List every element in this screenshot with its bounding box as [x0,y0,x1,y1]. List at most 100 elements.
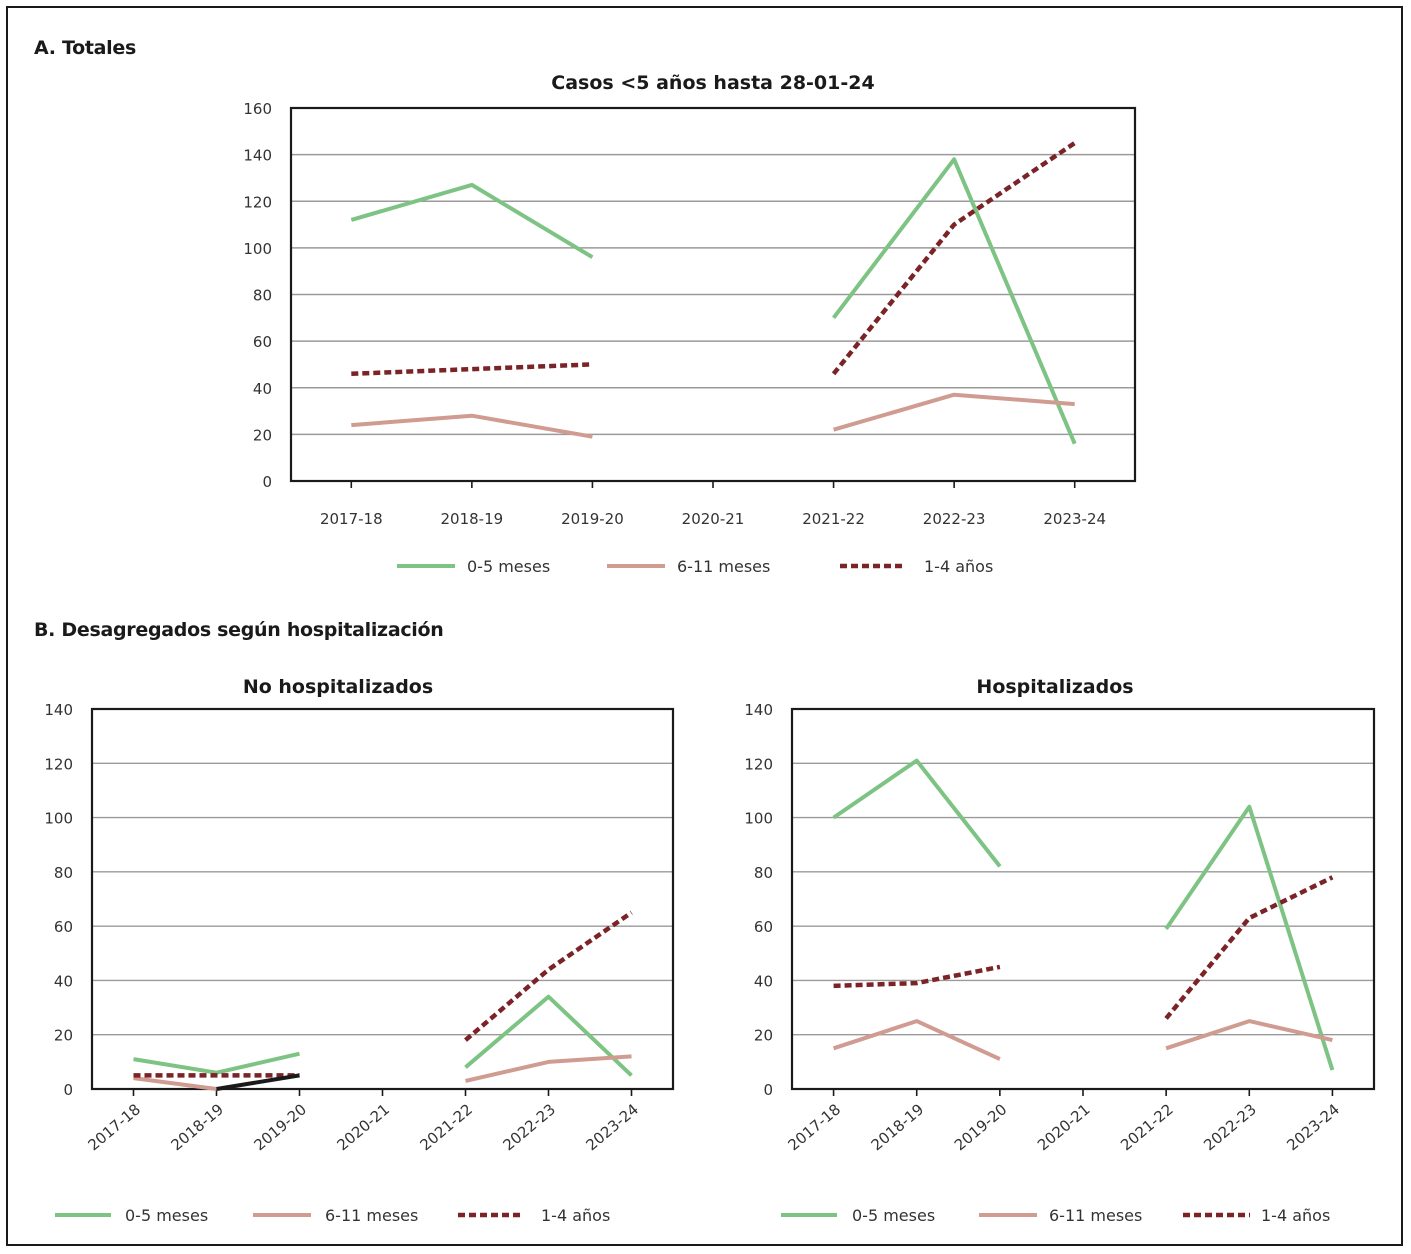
series-line [350,182,594,259]
legend-label: 1-4 años [1261,1206,1330,1225]
y-tick-label: 20 [253,426,272,444]
series-line [833,392,1075,432]
legend-item: 1-4 años [840,557,993,576]
x-tick-label: 2023-24 [1283,1100,1343,1154]
series-line [831,141,1076,376]
series-line [1164,804,1335,1071]
x-tick-label: 2020-21 [333,1100,393,1154]
series-line [464,994,633,1077]
section-b-title: B. Desagregados según hospitalización [34,619,444,641]
y-tick-label: 140 [744,701,773,719]
x-tick-label: 2019-20 [250,1100,310,1154]
y-tick-label: 20 [754,1027,773,1045]
x-tick-label: 2017-18 [785,1100,845,1154]
series-line [133,1051,300,1075]
chart-hosp: Hospitalizados 0 20 40 60 80 100 120 140 2017-18 2… [744,676,1376,1225]
y-tick-label: 60 [253,333,272,351]
legend-label: 1-4 años [924,557,993,576]
series-line [832,758,1002,868]
legend-label: 6-11 meses [325,1206,418,1225]
chart-title: Casos <5 años hasta 28-01-24 [551,72,874,94]
legend-label: 1-4 años [541,1206,610,1225]
y-tick-label: 100 [243,240,272,258]
series-6-11-meses [832,1019,1333,1061]
chart-totales: Casos <5 años hasta 28-01-24 0 20 40 60 80 100… [243,72,1137,576]
y-tick-label: 120 [744,755,773,773]
series-line [351,362,593,377]
series-line [464,910,633,1042]
legend-label: 0-5 meses [467,557,550,576]
section-a-title: A. Totales [34,37,136,59]
x-tick-label: 2019-20 [561,510,624,528]
legend-item: 6-11 meses [607,557,770,576]
x-tick-label: 2023-24 [582,1100,642,1154]
series-6-11-meses [133,1054,632,1091]
y-tick-label: 60 [754,918,773,936]
x-tick-label: 2023-24 [1043,510,1106,528]
x-tick-label: 2021-22 [416,1100,476,1154]
y-tick-label: 40 [54,972,73,990]
legend-item: 6-11 meses [979,1206,1142,1225]
figure-frame [6,6,1403,1246]
x-tick-label: 2018-19 [441,510,504,528]
legend-item: 1-4 años [458,1206,610,1225]
y-tick-label: 140 [243,147,272,165]
x-tick-label: 2017-18 [84,1100,144,1154]
y-tick-label: 100 [744,810,773,828]
series-1-4-años [133,910,633,1078]
y-tick-label: 0 [763,1081,773,1099]
y-tick-label: 160 [243,100,272,118]
series-0-5-meses [133,994,633,1077]
chart-title: No hospitalizados [243,676,433,698]
y-tick-label: 100 [44,810,73,828]
legend-label: 0-5 meses [852,1206,935,1225]
y-tick-label: 60 [54,918,73,936]
y-tick-label: 80 [54,864,73,882]
x-tick-label: 2022-23 [499,1100,559,1154]
x-tick-label: 2017-18 [320,510,383,528]
x-tick-label: 2022-23 [923,510,986,528]
series-line [832,1019,1001,1061]
series-1-4-años [833,875,1334,1020]
series-extra [216,1073,300,1091]
y-tick-label: 120 [44,755,73,773]
legend-item: 0-5 meses [781,1206,935,1225]
chart-title: Hospitalizados [976,676,1133,698]
series-line [133,1076,217,1091]
x-tick-label: 2021-22 [802,510,865,528]
y-tick-label: 80 [754,864,773,882]
series-6-11-meses [351,392,1075,439]
x-tick-label: 2022-23 [1200,1100,1260,1154]
series-line [833,964,1001,989]
legend-item: 0-5 meses [397,557,550,576]
y-tick-label: 20 [54,1027,73,1045]
y-tick-label: 0 [262,473,272,491]
legend-label: 0-5 meses [125,1206,208,1225]
series-line [1165,1019,1333,1051]
x-tick-label: 2020-21 [1034,1100,1094,1154]
legend-item: 6-11 meses [253,1206,418,1225]
x-tick-label: 2018-19 [167,1100,227,1154]
y-tick-label: 120 [243,193,272,211]
y-tick-label: 80 [253,287,272,305]
series-0-5-meses [350,157,1077,445]
series-line [832,157,1077,445]
series-1-4-años [351,141,1076,377]
x-tick-label: 2020-21 [682,510,745,528]
y-tick-label: 40 [253,380,272,398]
chart-no-hosp: No hospitalizados 0 20 40 60 80 100 120 140 2017-… [44,676,675,1225]
y-tick-label: 40 [754,972,773,990]
y-tick-label: 0 [63,1081,73,1099]
series-line [1164,875,1334,1020]
legend-item: 1-4 años [1183,1206,1330,1225]
y-tick-label: 140 [44,701,73,719]
x-tick-label: 2018-19 [868,1100,928,1154]
legend-item: 0-5 meses [55,1206,208,1225]
series-0-5-meses [832,758,1335,1071]
series-line [216,1073,300,1091]
x-tick-label: 2021-22 [1117,1100,1177,1154]
series-line [351,413,593,439]
series-line [465,1054,632,1083]
legend-label: 6-11 meses [1049,1206,1142,1225]
